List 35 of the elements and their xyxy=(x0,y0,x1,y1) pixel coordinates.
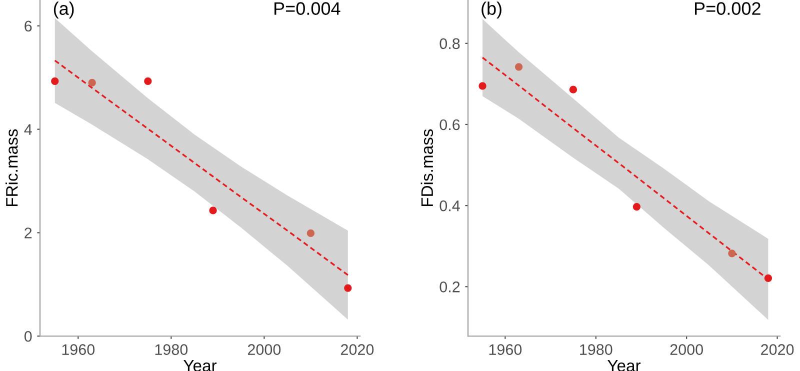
x-tick-label: 2020 xyxy=(761,344,794,355)
annotation: P=0.004 xyxy=(274,2,340,15)
point xyxy=(51,77,59,85)
x-tick-label: 1980 xyxy=(580,344,612,355)
x-tick-label: 2000 xyxy=(670,344,703,355)
y-axis-title: FRic.mass xyxy=(6,129,18,206)
point xyxy=(728,250,736,258)
annotation: (a) xyxy=(54,2,74,19)
y-tick-label: 6 xyxy=(24,20,32,32)
x-tick-label: 1960 xyxy=(489,344,522,355)
y-axis-title: FDis.mass xyxy=(420,129,434,206)
point xyxy=(569,86,578,94)
point xyxy=(632,202,640,211)
x-tick-label: 2000 xyxy=(248,344,281,355)
point xyxy=(764,274,772,282)
point xyxy=(209,206,217,214)
annotation: P=0.002 xyxy=(694,2,760,15)
line-series xyxy=(54,60,349,276)
y-tick-label: 4 xyxy=(24,124,32,135)
y-tick-label: 0 xyxy=(24,330,32,342)
annotation: (b) xyxy=(482,2,502,19)
x-tick-label: 1960 xyxy=(62,344,95,355)
y-tick-label: 0.6 xyxy=(440,119,460,130)
point xyxy=(88,78,96,87)
y-tick-label: 0.8 xyxy=(440,38,460,50)
point xyxy=(514,63,523,71)
x-tick-label: 2020 xyxy=(340,344,374,355)
y-tick-label: 2 xyxy=(24,228,32,238)
point xyxy=(306,229,314,238)
point xyxy=(344,284,352,292)
point xyxy=(478,82,486,90)
y-tick-label: 0.4 xyxy=(440,200,460,212)
point xyxy=(144,77,152,85)
x-tick-label: 1980 xyxy=(155,344,188,355)
y-tick-label: 0.2 xyxy=(440,282,460,292)
